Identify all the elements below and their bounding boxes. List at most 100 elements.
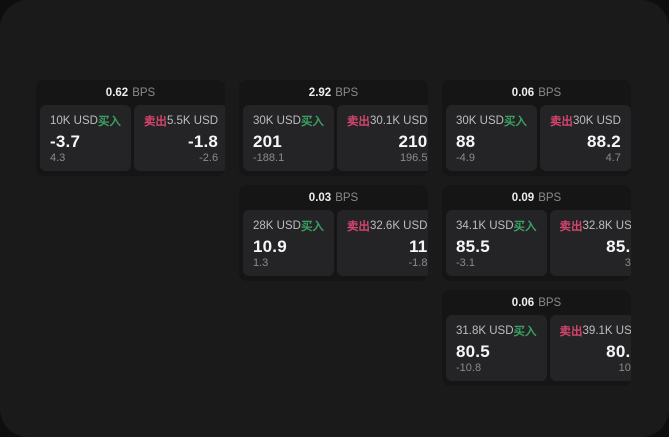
spread-unit: BPS: [538, 191, 562, 204]
sell-price: 210: [398, 132, 428, 151]
buy-size-label: 28K USD: [253, 220, 301, 232]
quote-card: 0.06 BPS 30K USD 买入 88 -4.9 卖出 30K USD: [442, 80, 631, 176]
quote-panels: 30K USD 买入 201 -188.1 卖出 30.1K USD 210 1…: [239, 105, 428, 176]
sell-size-label: 5.5K USD: [166, 115, 219, 127]
buy-delta: -4.9: [456, 152, 475, 164]
sell-panel[interactable]: 卖出 30K USD 88.2 4.7: [539, 105, 631, 171]
quote-card: 0.09 BPS 34.1K USD 买入 85.5 -3.1 卖出 32.8K…: [442, 185, 631, 281]
quote-card: 0.06 BPS 31.8K USD 买入 80.5 -10.8 卖出 39.1…: [442, 290, 631, 386]
spread-value: 0.09: [511, 191, 535, 204]
sell-panel-top: 卖出 32.6K USD: [347, 218, 428, 234]
sell-panel-top: 卖出 5.5K USD: [144, 113, 218, 129]
sell-size-label: 30K USD: [572, 115, 621, 127]
buy-size-label: 10K USD: [50, 115, 98, 127]
sell-delta: 3.0: [624, 257, 631, 269]
sell-panel[interactable]: 卖出 39.1K USD 80.7 10.2: [549, 315, 631, 381]
sell-price: 85.8: [606, 237, 631, 256]
spread-header: 0.03 BPS: [239, 185, 428, 210]
buy-tag: 买入: [513, 326, 537, 338]
sell-size-label: 39.1K USD: [582, 325, 631, 337]
buy-delta: 4.3: [50, 152, 66, 164]
spread-value: 0.62: [105, 86, 129, 99]
spread-header: 0.06 BPS: [442, 290, 631, 315]
buy-delta: -3.1: [456, 257, 475, 269]
sell-tag: 卖出: [346, 221, 370, 233]
sell-delta: -2.6: [199, 152, 219, 164]
sell-tag: 卖出: [549, 116, 573, 128]
buy-price: 10.9: [253, 237, 287, 256]
quote-card: 0.03 BPS 28K USD 买入 10.9 1.3 卖出 32.6K US…: [239, 185, 428, 281]
buy-price: 88: [456, 132, 476, 151]
buy-size-label: 31.8K USD: [456, 325, 514, 337]
spread-header: 0.62 BPS: [36, 80, 225, 105]
spread-header: 2.92 BPS: [239, 80, 428, 105]
sell-panel-top: 卖出 30.1K USD: [347, 113, 428, 129]
sell-panel[interactable]: 卖出 30.1K USD 210 196.5: [336, 105, 428, 171]
sell-tag: 卖出: [559, 326, 583, 338]
buy-panel[interactable]: 34.1K USD 买入 85.5 -3.1: [446, 210, 547, 276]
buy-panel-top: 30K USD 买入: [456, 113, 527, 129]
sell-price: 11: [409, 237, 428, 256]
buy-panel[interactable]: 31.8K USD 买入 80.5 -10.8: [446, 315, 547, 381]
buy-panel-top: 31.8K USD 买入: [456, 323, 537, 339]
buy-delta: 1.3: [253, 257, 269, 269]
buy-panel-top: 34.1K USD 买入: [456, 218, 537, 234]
sell-panel-top: 卖出 32.8K USD: [560, 218, 631, 234]
buy-price: 201: [253, 132, 282, 151]
sell-panel[interactable]: 卖出 5.5K USD -1.8 -2.6: [133, 105, 225, 171]
quote-panels: 34.1K USD 买入 85.5 -3.1 卖出 32.8K USD 85.8…: [442, 210, 631, 281]
buy-panel[interactable]: 30K USD 买入 88 -4.9: [446, 105, 537, 171]
buy-panel-top: 10K USD 买入: [50, 113, 121, 129]
spread-value: 0.06: [511, 86, 535, 99]
sell-size-label: 32.8K USD: [582, 220, 631, 232]
sell-delta: 196.5: [399, 152, 428, 164]
sell-price: 80.7: [606, 342, 631, 361]
buy-price: 80.5: [456, 342, 490, 361]
buy-tag: 买入: [97, 116, 121, 128]
spread-value: 0.03: [308, 191, 332, 204]
buy-price: 85.5: [456, 237, 490, 256]
buy-tag: 买入: [300, 116, 324, 128]
buy-price: -3.7: [50, 132, 81, 151]
sell-panel[interactable]: 卖出 32.8K USD 85.8 3.0: [549, 210, 631, 276]
sell-size-label: 32.6K USD: [369, 220, 428, 232]
spread-unit: BPS: [335, 86, 359, 99]
buy-tag: 买入: [503, 116, 527, 128]
sell-panel-top: 卖出 30K USD: [550, 113, 621, 129]
sell-tag: 卖出: [559, 221, 583, 233]
buy-panel[interactable]: 10K USD 买入 -3.7 4.3: [40, 105, 131, 171]
spread-value: 2.92: [308, 86, 332, 99]
quote-card-grid: 0.62 BPS 10K USD 买入 -3.7 4.3 卖出 5.5K USD: [36, 80, 631, 386]
sell-delta: -1.8: [408, 257, 428, 269]
quote-panels: 31.8K USD 买入 80.5 -10.8 卖出 39.1K USD 80.…: [442, 315, 631, 386]
spread-value: 0.06: [511, 296, 535, 309]
quote-panels: 10K USD 买入 -3.7 4.3 卖出 5.5K USD -1.8 -2.…: [36, 105, 225, 176]
quote-card: 2.92 BPS 30K USD 买入 201 -188.1 卖出 30.1K …: [239, 80, 428, 176]
quote-panels: 28K USD 买入 10.9 1.3 卖出 32.6K USD 11 -1.8: [239, 210, 428, 281]
spread-unit: BPS: [335, 191, 359, 204]
buy-panel-top: 30K USD 买入: [253, 113, 324, 129]
buy-size-label: 34.1K USD: [456, 220, 514, 232]
buy-size-label: 30K USD: [456, 115, 504, 127]
buy-panel[interactable]: 30K USD 买入 201 -188.1: [243, 105, 334, 171]
sell-tag: 卖出: [143, 116, 167, 128]
buy-panel-top: 28K USD 买入: [253, 218, 324, 234]
spread-unit: BPS: [538, 86, 562, 99]
buy-delta: -188.1: [253, 152, 285, 164]
sell-price: 88.2: [586, 132, 621, 151]
spread-unit: BPS: [538, 296, 562, 309]
spread-unit: BPS: [132, 86, 156, 99]
buy-tag: 买入: [513, 221, 537, 233]
buy-delta: -10.8: [456, 362, 482, 374]
sell-price: -1.8: [187, 132, 219, 151]
buy-panel[interactable]: 28K USD 买入 10.9 1.3: [243, 210, 334, 276]
sell-panel[interactable]: 卖出 32.6K USD 11 -1.8: [336, 210, 428, 276]
sell-panel-top: 卖出 39.1K USD: [560, 323, 631, 339]
sell-delta: 4.7: [605, 152, 621, 164]
sell-size-label: 30.1K USD: [369, 115, 428, 127]
quote-card: 0.62 BPS 10K USD 买入 -3.7 4.3 卖出 5.5K USD: [36, 80, 225, 176]
buy-tag: 买入: [300, 221, 324, 233]
quote-panels: 30K USD 买入 88 -4.9 卖出 30K USD 88.2 4.7: [442, 105, 631, 176]
sell-tag: 卖出: [346, 116, 370, 128]
